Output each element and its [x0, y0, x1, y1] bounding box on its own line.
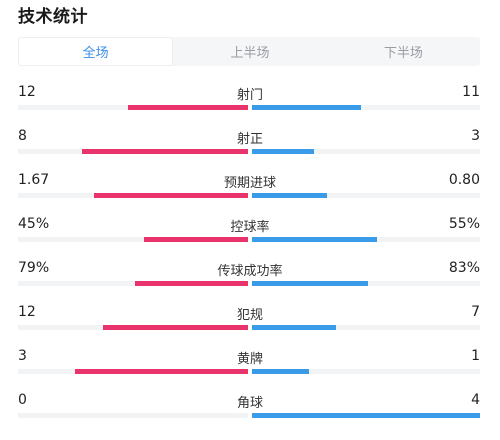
away-track — [252, 325, 480, 330]
home-bar — [128, 105, 248, 110]
away-bar — [252, 105, 361, 110]
stat-label: 传球成功率 — [217, 264, 283, 279]
stat-row-expected-goals: 1.67 预期进球 0.80 — [0, 172, 500, 202]
home-bar — [94, 193, 248, 198]
home-track — [18, 325, 248, 330]
page-title: 技术统计 — [18, 7, 88, 27]
stat-label: 角球 — [236, 396, 263, 411]
home-track — [18, 281, 248, 286]
home-value: 45% — [18, 216, 50, 232]
away-value: 4 — [471, 392, 480, 408]
home-track — [18, 237, 248, 242]
away-track — [252, 105, 480, 110]
home-value: 1.67 — [18, 172, 50, 188]
stat-row-fouls: 12 犯规 7 — [0, 304, 500, 334]
away-value: 83% — [448, 260, 480, 276]
stat-row-yellow-cards: 3 黄牌 1 — [0, 348, 500, 378]
away-value: 7 — [471, 304, 480, 320]
home-track — [18, 369, 248, 374]
away-track — [252, 237, 480, 242]
stat-label: 控球率 — [230, 220, 270, 235]
tab-first-half[interactable]: 上半场 — [230, 46, 270, 61]
away-track — [252, 413, 480, 418]
away-track — [252, 149, 480, 154]
home-bar — [144, 237, 248, 242]
stat-label: 黄牌 — [236, 352, 263, 367]
stat-label: 射正 — [236, 132, 263, 147]
home-value: 12 — [18, 84, 36, 100]
away-track — [252, 369, 480, 374]
home-bar — [82, 149, 248, 154]
away-bar — [252, 325, 336, 330]
away-bar — [252, 149, 314, 154]
stat-row-possession: 45% 控球率 55% — [0, 216, 500, 246]
home-value: 12 — [18, 304, 36, 320]
away-track — [252, 281, 480, 286]
stat-row-pass-accuracy: 79% 传球成功率 83% — [0, 260, 500, 290]
home-bar — [103, 325, 248, 330]
home-value: 0 — [18, 392, 27, 408]
period-tabs: 全场 上半场 下半场 — [18, 37, 480, 66]
away-bar — [252, 369, 309, 374]
stat-row-corners: 0 角球 4 — [0, 392, 500, 422]
away-bar — [252, 413, 480, 418]
away-value: 0.80 — [448, 172, 480, 188]
home-track — [18, 149, 248, 154]
away-bar — [252, 237, 377, 242]
home-value: 8 — [18, 128, 27, 144]
tab-second-half[interactable]: 下半场 — [383, 46, 423, 61]
stat-row-shots-on-target: 8 射正 3 — [0, 128, 500, 158]
stat-label: 预期进球 — [223, 176, 276, 191]
home-track — [18, 193, 248, 198]
home-track — [18, 413, 248, 418]
stat-row-shots: 12 射门 11 — [0, 84, 500, 114]
away-bar — [252, 281, 368, 286]
away-value: 3 — [471, 128, 480, 144]
home-value: 79% — [18, 260, 50, 276]
stat-label: 犯规 — [236, 308, 263, 323]
stat-label: 射门 — [236, 88, 263, 103]
away-value: 1 — [471, 348, 480, 364]
away-track — [252, 193, 480, 198]
home-track — [18, 105, 248, 110]
home-bar — [135, 281, 248, 286]
home-bar — [75, 369, 248, 374]
tab-full-match[interactable]: 全场 — [18, 37, 174, 66]
away-bar — [252, 193, 327, 198]
home-value: 3 — [18, 348, 27, 364]
away-value: 11 — [462, 84, 480, 100]
away-value: 55% — [448, 216, 480, 232]
